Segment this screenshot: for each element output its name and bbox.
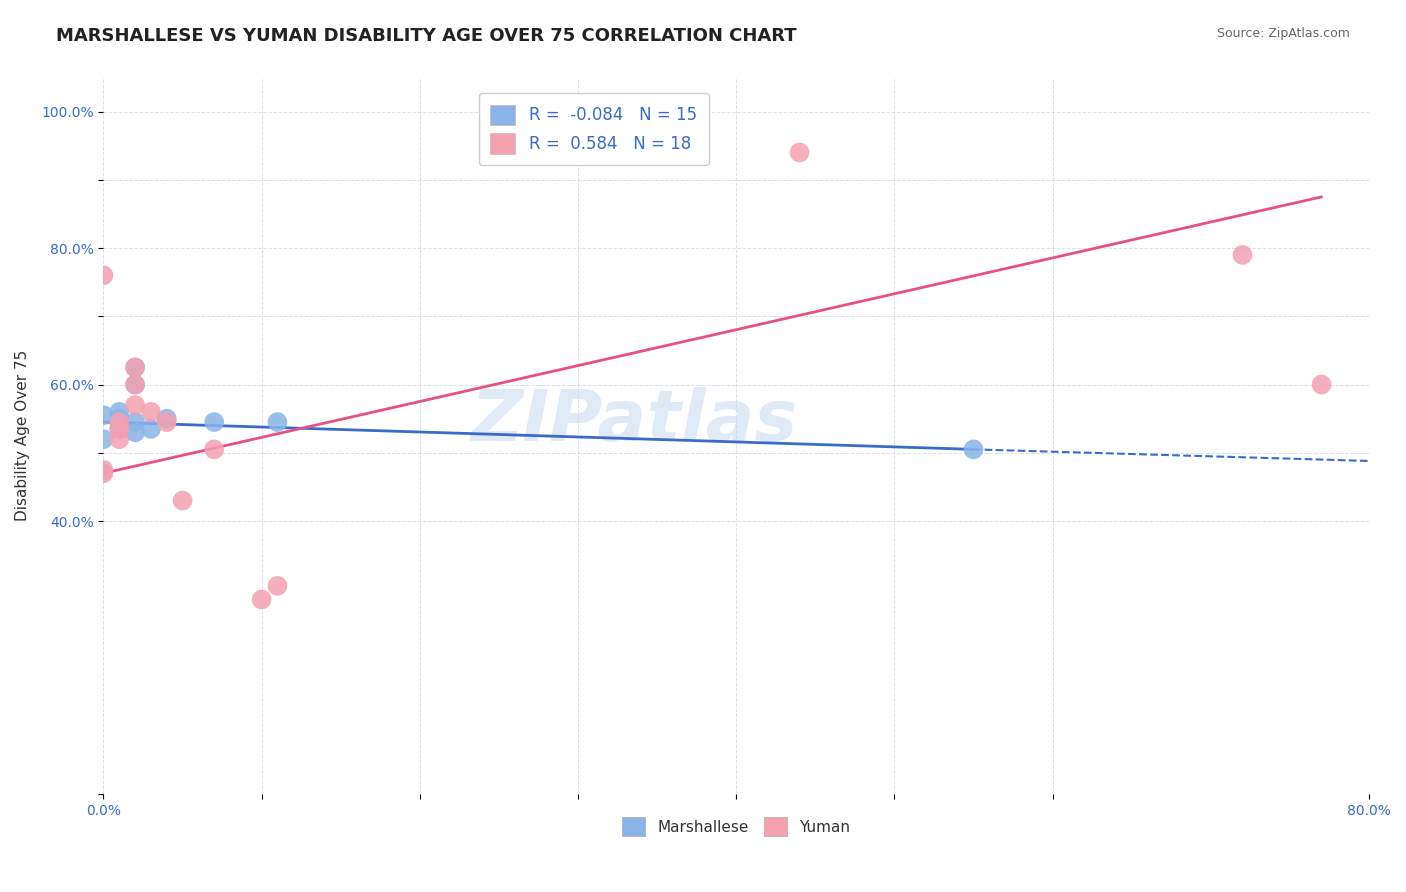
- Point: [124, 360, 146, 375]
- Point: [93, 268, 115, 283]
- Point: [124, 415, 146, 429]
- Point: [124, 398, 146, 412]
- Point: [156, 411, 179, 425]
- Point: [93, 432, 115, 446]
- Point: [108, 422, 131, 436]
- Y-axis label: Disability Age Over 75: Disability Age Over 75: [15, 350, 30, 521]
- Text: MARSHALLESE VS YUMAN DISABILITY AGE OVER 75 CORRELATION CHART: MARSHALLESE VS YUMAN DISABILITY AGE OVER…: [56, 27, 797, 45]
- Point: [1310, 377, 1333, 392]
- Point: [108, 432, 131, 446]
- Point: [250, 592, 273, 607]
- Point: [124, 360, 146, 375]
- Point: [789, 145, 811, 160]
- Point: [124, 377, 146, 392]
- Text: Source: ZipAtlas.com: Source: ZipAtlas.com: [1216, 27, 1350, 40]
- Point: [124, 377, 146, 392]
- Point: [156, 415, 179, 429]
- Point: [93, 467, 115, 481]
- Point: [172, 493, 194, 508]
- Point: [108, 415, 131, 429]
- Point: [124, 425, 146, 440]
- Point: [108, 422, 131, 436]
- Point: [202, 442, 225, 457]
- Point: [962, 442, 984, 457]
- Point: [108, 405, 131, 419]
- Point: [202, 415, 225, 429]
- Point: [93, 409, 115, 423]
- Point: [1232, 248, 1254, 262]
- Text: ZIPatlas: ZIPatlas: [471, 387, 799, 456]
- Point: [93, 463, 115, 477]
- Point: [266, 415, 288, 429]
- Point: [108, 411, 131, 425]
- Legend: Marshallese, Yuman: Marshallese, Yuman: [614, 810, 858, 844]
- Point: [139, 405, 162, 419]
- Point: [108, 415, 131, 429]
- Point: [139, 422, 162, 436]
- Point: [266, 579, 288, 593]
